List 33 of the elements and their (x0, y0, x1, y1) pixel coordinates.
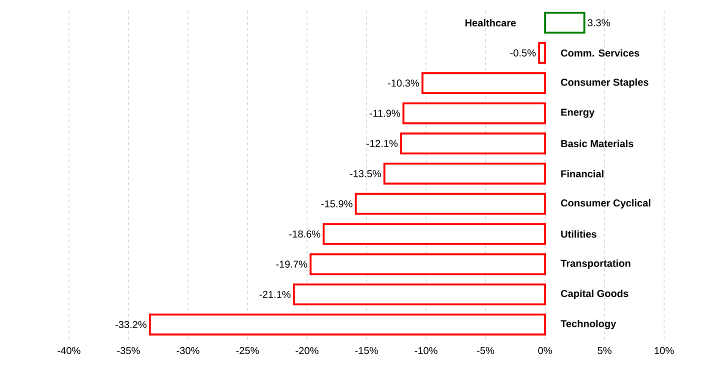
y-tick-label: Financial (561, 170, 604, 178)
data-label: -13.5% (350, 170, 381, 178)
y-tick-label: Healthcare (465, 18, 516, 26)
y-tick-label: Capital Goods (560, 290, 628, 299)
data-label: -11.9% (370, 110, 400, 117)
y-tick-label: Comm. Services (560, 49, 640, 56)
y-tick-label: Transportation (560, 259, 630, 269)
x-tick-label: -10% (414, 346, 438, 354)
x-tick-label: -30% (176, 346, 200, 354)
y-tick-label: Energy (561, 108, 595, 118)
x-tick-label: 0% (538, 346, 552, 354)
x-tick-label: 10% (654, 346, 674, 354)
x-tick-label: -40% (58, 346, 80, 354)
x-tick-label: -5% (477, 346, 494, 354)
data-label: -19.7% (276, 260, 308, 268)
x-tick-label: -35% (117, 346, 140, 354)
x-tick-label: -15% (355, 346, 378, 354)
y-tick-label: Consumer Cyclical (560, 198, 650, 208)
data-label: -15.9% (321, 200, 352, 208)
y-tick-label: Utilities (561, 230, 596, 238)
y-tick-label: Consumer Staples (560, 78, 648, 88)
x-tick-label: 5% (598, 346, 612, 354)
y-tick-label: Technology (560, 320, 616, 330)
data-label: -0.5% (510, 49, 536, 56)
y-tick-label: Basic Materials (561, 140, 634, 148)
data-label: -12.1% (366, 140, 398, 147)
x-tick-label: -25% (236, 346, 259, 354)
data-label: -33.2% (115, 320, 146, 328)
data-label: -10.3% (388, 79, 420, 87)
data-label: -21.1% (259, 290, 291, 298)
x-tick-label: -20% (296, 346, 318, 354)
data-label: 3.3% (588, 19, 610, 26)
data-label: -18.6% (289, 230, 320, 238)
